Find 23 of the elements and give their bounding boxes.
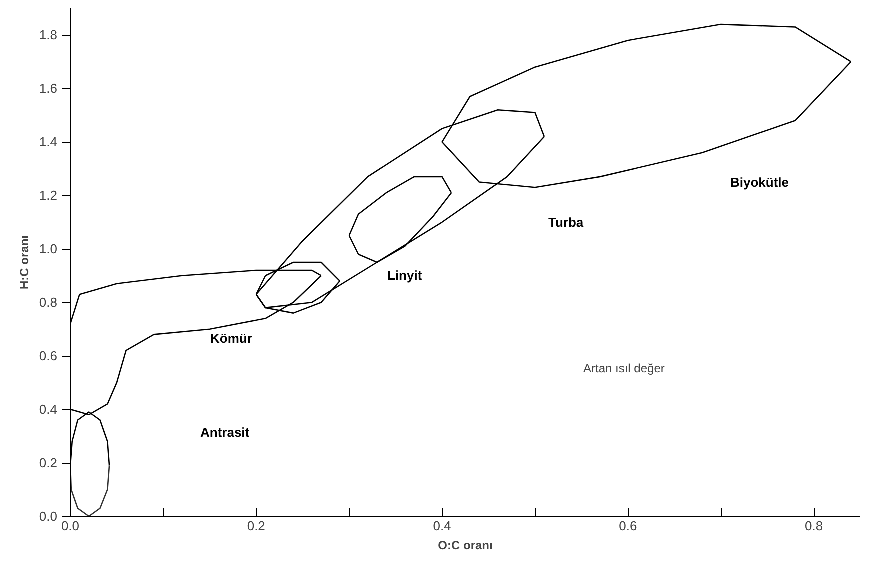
y-tick-label: 1.6 [39, 81, 58, 96]
y-tick-label: 0.2 [39, 456, 58, 471]
x-axis-title: O:C oranı [438, 538, 493, 552]
y-tick-label: 0.6 [39, 348, 58, 364]
annotation: Linyit [388, 268, 423, 283]
y-tick-label: 1.0 [39, 242, 58, 257]
x-tick-label: 0.2 [247, 518, 266, 534]
x-tick-label: 0.6 [619, 518, 638, 534]
x-tick-label: 0.8 [804, 518, 824, 534]
y-tick-label: 1.8 [39, 28, 58, 43]
y-tick-label: 1.4 [39, 134, 58, 150]
annotation: Kömür [210, 331, 252, 346]
y-tick-label: 0.4 [39, 402, 58, 418]
y-tick-label: 0.0 [39, 509, 58, 524]
annotation: Artan ısıl değer [584, 362, 665, 376]
annotation: Turba [548, 215, 584, 230]
annotation: Biyokütle [730, 175, 790, 190]
y-tick-label: 1.2 [39, 188, 58, 204]
y-tick-label: 0.8 [39, 295, 58, 310]
x-tick-label: 0.4 [433, 518, 452, 534]
y-axis-title: H:C oranı [17, 236, 32, 290]
annotation: Antrasit [200, 425, 250, 440]
x-tick-label: 0.0 [61, 518, 80, 534]
